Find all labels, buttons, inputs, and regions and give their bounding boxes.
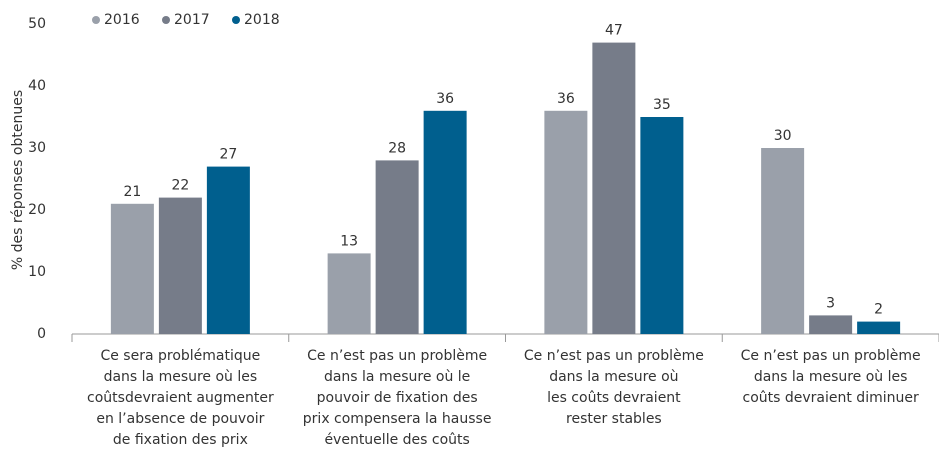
legend-marker [162, 16, 170, 24]
y-axis-label: % des réponses obtenues [10, 90, 26, 270]
value-label: 30 [774, 128, 792, 144]
x-tick-label-line: Ce n’est pas un problème [307, 348, 487, 364]
bar [640, 117, 684, 334]
x-tick-label: Ce n’est pas un problème dans la mesure o… [303, 348, 492, 448]
value-label: 28 [388, 140, 406, 156]
legend-label: 2017 [174, 12, 210, 28]
x-tick-label-line: les coûts devraient [547, 390, 681, 406]
value-label: 13 [340, 233, 358, 249]
value-label: 35 [653, 97, 671, 113]
x-tick-label-line: éventuelle des coûts [324, 432, 469, 448]
value-label: 36 [557, 91, 575, 107]
value-label: 3 [826, 295, 835, 311]
x-tick-label-line: coûtsdevraient augmenter [87, 390, 274, 406]
value-label: 21 [123, 184, 141, 200]
x-tick-label: Ce n’est pas un problème dans la mesure o… [524, 348, 704, 427]
y-tick-label: 50 [28, 16, 46, 32]
value-label: 36 [436, 91, 454, 107]
y-tick-label: 20 [28, 202, 46, 218]
value-label: 22 [171, 178, 189, 194]
x-tick-label-line: Ce n’est pas un problème [741, 348, 921, 364]
y-tick-label: 0 [37, 326, 46, 342]
legend-marker [92, 16, 100, 24]
x-tick-label-line: dans la mesure où le [324, 369, 470, 385]
x-tick-label-line: de fixation des prix [113, 432, 248, 448]
value-label: 2 [874, 302, 883, 318]
legend-marker [232, 16, 240, 24]
y-tick-label: 10 [28, 264, 46, 280]
legend-label: 2018 [244, 12, 280, 28]
bar [544, 110, 588, 334]
x-tick-label-line: pouvoir de fixation des [317, 390, 478, 406]
x-tick-label-line: Ce n’est pas un problème [524, 348, 704, 364]
y-tick-label: 30 [28, 140, 46, 156]
x-tick-label-line: en l’absence de pouvoir [96, 411, 264, 427]
bar [809, 315, 853, 334]
x-tick-label-line: dans la mesure où les [754, 369, 908, 385]
bar [206, 166, 250, 334]
legend-label: 2016 [104, 12, 140, 28]
bar [158, 197, 202, 334]
bar [423, 110, 467, 334]
x-tick-label-line: rester stables [566, 411, 662, 427]
x-tick-label-line: Ce sera problématique [100, 348, 260, 364]
x-tick-label-line: prix compensera la hausse [303, 411, 492, 427]
x-tick-label: Ce n’est pas un problème dans la mesure o… [741, 348, 921, 406]
x-tick-label: Ce sera problématique dans la mesure où l… [87, 348, 274, 448]
bar [110, 203, 154, 334]
bar [327, 253, 371, 334]
value-label: 47 [605, 23, 623, 39]
x-tick-label-line: coûts devraient diminuer [743, 390, 919, 406]
bar [761, 148, 805, 334]
bar [857, 321, 901, 334]
bar [375, 160, 419, 334]
x-tick-label-line: dans la mesure où [549, 369, 678, 385]
bar [592, 42, 636, 334]
value-label: 27 [219, 147, 237, 163]
x-tick-label-line: dans la mesure où les [104, 369, 258, 385]
y-tick-label: 40 [28, 78, 46, 94]
